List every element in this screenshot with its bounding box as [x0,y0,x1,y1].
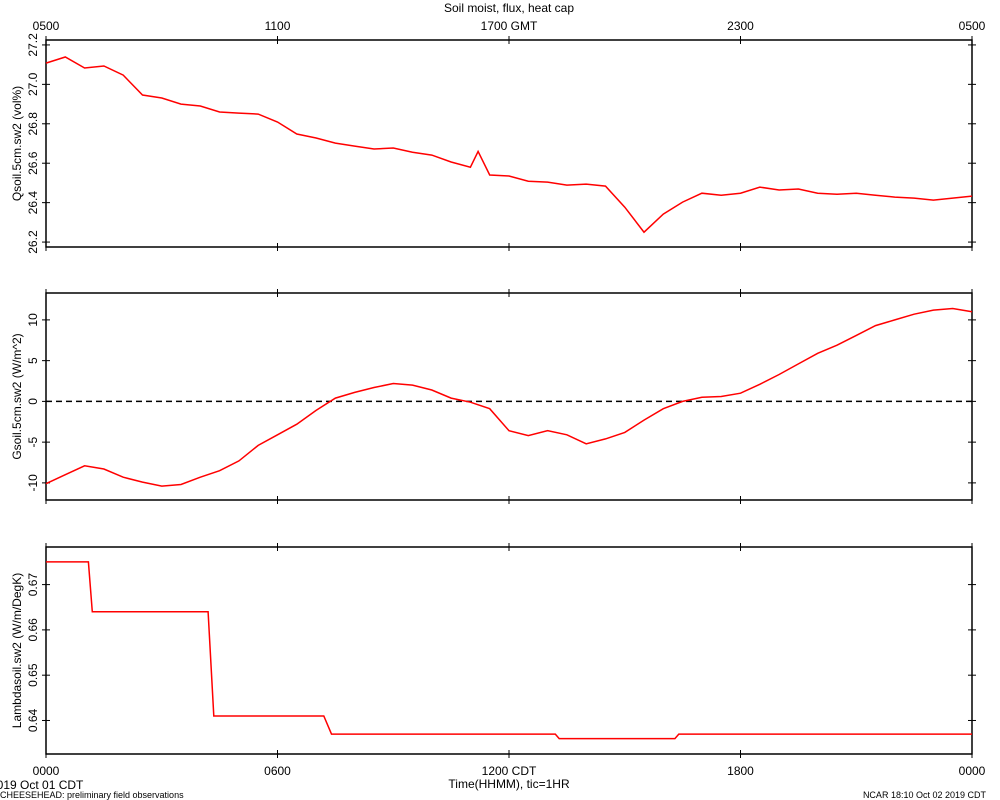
date-label: 2019 Oct 01 CDT [0,778,84,792]
project-label: CHEESEHEAD: preliminary field observatio… [0,790,184,800]
y-tick-label: 0.64 [26,708,40,732]
x-tick-label: 0600 [264,764,291,778]
plot-frame [45,546,973,755]
x-tick-label: 0000 [33,764,60,778]
y-tick-label: 0.65 [26,663,40,687]
y-tick-label: 26.8 [26,112,40,136]
y-axis-label: Gsoil.5cm.sw2 (W/m^2) [10,333,24,459]
x2-tick-label: 1100 [265,19,291,33]
y-axis-label: Qsoil.5cm.sw2 (vol%) [10,86,24,201]
data-line [46,561,972,740]
y-tick-label: 26.6 [26,151,40,175]
plot-frame [45,39,973,248]
y-tick-label: 26.4 [26,191,40,215]
x-tick-label: 1800 [727,764,754,778]
chart-title: Soil moist, flux, heat cap [444,1,574,15]
y-tick-label: -5 [26,436,40,447]
x2-tick-label: 2300 [727,19,754,33]
y-tick-label: 5 [26,357,40,364]
x-tick-label: 1200 CDT [482,764,537,778]
plot-frame [45,292,973,501]
data-line [45,56,973,234]
x2-tick-label: 0500 [959,19,986,33]
y-tick-label: 0.66 [26,618,40,642]
y-tick-label: 27.0 [26,72,40,96]
y-tick-label: 0 [26,398,40,405]
y-axis-label: Lambdasoil.sw2 (W/m/DegK) [10,573,24,728]
stamp-label: NCAR 18:10 Oct 02 2019 CDT [863,790,987,800]
x2-tick-label: 1700 GMT [481,19,538,33]
y-tick-label: -10 [26,474,40,492]
y-tick-label: 26.2 [26,230,40,254]
y-tick-label: 10 [26,313,40,327]
y-tick-label: 0.67 [26,573,40,597]
data-line [45,307,973,487]
y-tick-label: 27.2 [26,33,40,57]
x2-tick-label: 0500 [33,19,60,33]
x-axis-label: Time(HHMM), tic=1HR [448,777,570,791]
x-tick-label: 0000 [959,764,986,778]
